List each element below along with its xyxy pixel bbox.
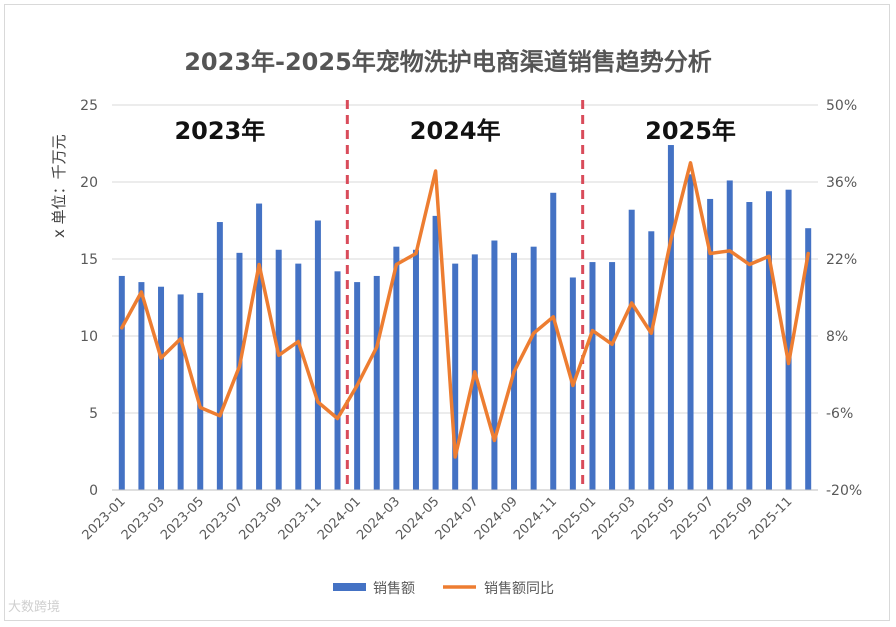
legend: 销售额 销售额同比	[333, 581, 554, 597]
y-right-tick-label: -6%	[826, 406, 853, 422]
x-tick-label: 2025-11	[746, 494, 795, 543]
chart-title: 2023年-2025年宠物洗护电商渠道销售趋势分析	[184, 48, 712, 76]
bar	[452, 263, 459, 490]
bar	[805, 228, 812, 490]
y-left-tick-label: 25	[80, 98, 98, 114]
yoy-line	[120, 161, 810, 459]
y-right-tick-label: 8%	[826, 329, 848, 345]
bar-series	[118, 145, 812, 491]
year-label: 2023年	[174, 117, 265, 145]
bar	[412, 249, 419, 490]
watermark-text: 大数跨境	[8, 600, 61, 615]
legend-swatch-bar	[333, 583, 366, 591]
y-left-tick-label: 10	[80, 329, 98, 345]
bar	[609, 262, 616, 490]
year-labels: 2023年 2024年 2025年	[174, 117, 735, 145]
bar	[707, 198, 714, 490]
y-axis-left: 0 5 10 15 20 25	[80, 98, 98, 499]
bar	[295, 263, 302, 490]
bar	[138, 282, 145, 490]
y-right-tick-label: -20%	[826, 483, 862, 499]
bar	[648, 231, 655, 490]
bar	[628, 209, 635, 490]
bar	[550, 192, 557, 490]
bar	[334, 271, 341, 490]
bar	[667, 145, 674, 491]
legend-label-bar: 销售额	[373, 581, 415, 597]
year-label: 2025年	[645, 117, 736, 145]
bar	[393, 246, 400, 490]
bar	[177, 294, 184, 490]
bar	[530, 246, 537, 490]
x-axis: 2023-012023-032023-052023-072023-092023-…	[80, 489, 818, 543]
y-left-tick-label: 5	[89, 406, 98, 422]
y-left-tick-label: 15	[80, 252, 98, 268]
y-right-tick-label: 36%	[826, 175, 857, 191]
bar	[197, 292, 204, 490]
bar	[726, 180, 733, 490]
bar	[275, 249, 282, 490]
y-left-tick-label: 0	[89, 483, 98, 499]
y-right-tick-label: 22%	[826, 252, 857, 268]
legend-label-line: 销售额同比	[484, 581, 554, 597]
bar	[236, 252, 243, 490]
bar	[216, 222, 223, 491]
y-left-tick-label: 20	[80, 175, 98, 191]
y-axis-right: -20% -6% 8% 22% 36% 50%	[826, 98, 862, 499]
chart-frame	[4, 4, 890, 621]
bar	[314, 220, 321, 490]
line-series	[120, 161, 810, 459]
bar	[785, 189, 792, 490]
bar	[765, 191, 772, 491]
bar	[432, 215, 439, 490]
bar	[256, 203, 263, 490]
bar	[158, 286, 165, 490]
bar	[589, 262, 596, 490]
bar	[687, 174, 694, 491]
bar	[373, 275, 380, 490]
bar	[746, 202, 753, 490]
year-label: 2024年	[410, 117, 501, 145]
bar	[118, 275, 125, 490]
year-dividers	[345, 100, 585, 490]
bar	[491, 240, 498, 490]
y-right-tick-label: 50%	[826, 98, 857, 114]
